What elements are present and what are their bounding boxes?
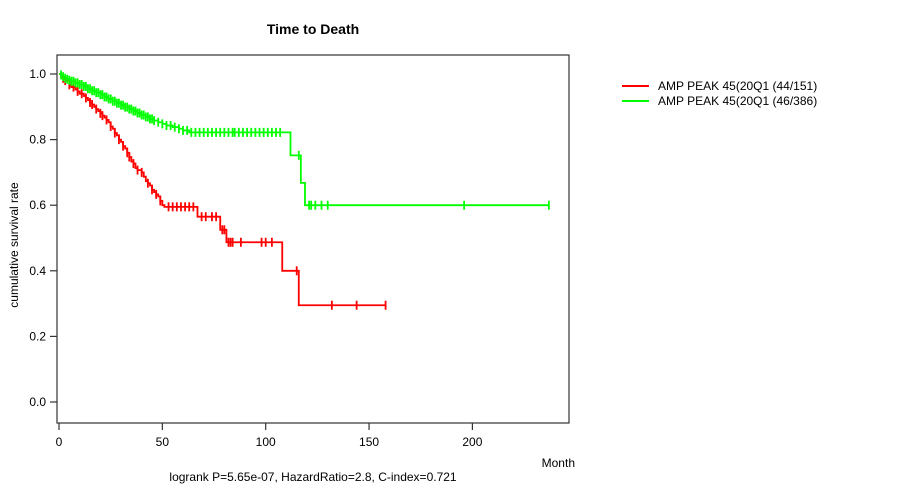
x-tick-label: 50 (156, 435, 170, 449)
x-tick-label: 100 (256, 435, 276, 449)
survival-curve-0 (59, 73, 386, 307)
y-tick-label: 0.6 (29, 198, 46, 212)
page-title: Time to Death (266, 21, 360, 37)
legend-line-red (622, 84, 649, 87)
y-tick-label: 0.2 (29, 329, 46, 343)
y-tick-label: 1.0 (29, 67, 46, 81)
y-axis-label: cumulative survival rate (7, 182, 21, 308)
survival-curve-1 (59, 73, 549, 207)
x-tick-label: 200 (462, 435, 482, 449)
x-tick-label: 150 (359, 435, 379, 449)
y-tick-label: 0.4 (29, 264, 46, 278)
legend-line-green (622, 99, 649, 102)
x-axis-label: Month (541, 456, 575, 470)
legend-label-red: AMP PEAK 45(20Q1 (44/151) (658, 78, 818, 93)
y-tick-label: 0.8 (29, 133, 46, 147)
x-tick-label: 0 (56, 435, 63, 449)
stats-annotation: logrank P=5.65e-07, HazardRatio=2.8, C-i… (169, 470, 457, 484)
plot-box (56, 54, 570, 424)
legend: AMP PEAK 45(20Q1 (44/151) AMP PEAK 45(20… (622, 78, 817, 108)
legend-item-red: AMP PEAK 45(20Q1 (44/151) (622, 78, 817, 93)
y-tick-label: 0.0 (29, 395, 46, 409)
legend-item-green: AMP PEAK 45(20Q1 (46/386) (622, 93, 817, 108)
legend-label-green: AMP PEAK 45(20Q1 (46/386) (658, 93, 818, 108)
